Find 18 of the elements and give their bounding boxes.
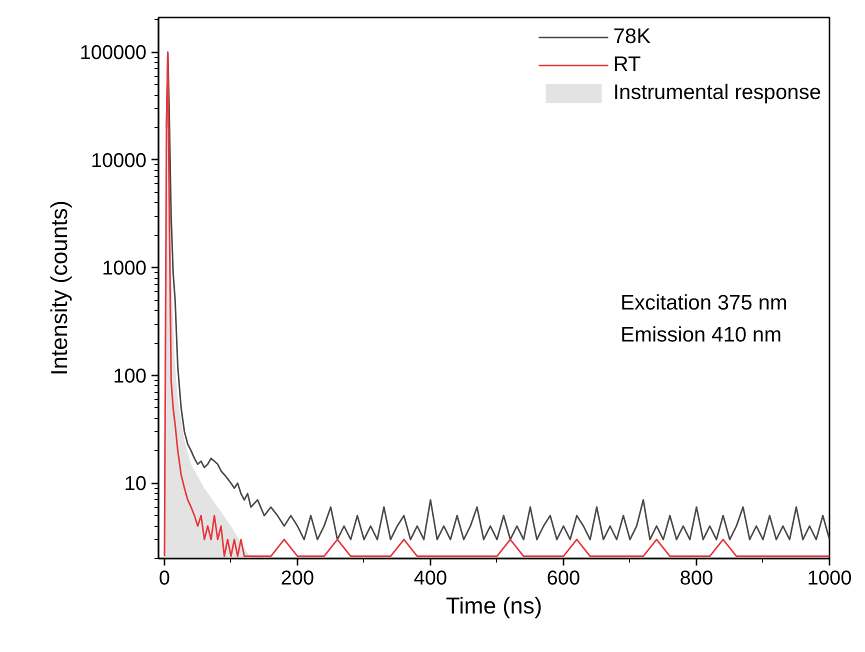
- x-tick-label: 800: [680, 568, 714, 590]
- y-tick-label: 10: [124, 473, 147, 496]
- y-tick-label: 100000: [80, 42, 147, 64]
- x-tick-label: 200: [280, 568, 314, 590]
- legend-label: Instrumental response: [613, 81, 821, 105]
- y-axis-title: Intensity (counts): [46, 200, 72, 376]
- annotation: Excitation 375 nm: [620, 292, 788, 314]
- y-tick-label: 10000: [90, 150, 147, 172]
- annotation: Emission 410 nm: [620, 324, 782, 346]
- legend-label: 78K: [613, 25, 651, 49]
- legend-label: RT: [613, 53, 641, 77]
- x-tick-label: 600: [546, 568, 580, 590]
- x-tick-label: 1000: [807, 568, 852, 590]
- y-tick-label: 1000: [102, 258, 147, 280]
- x-tick-label: 400: [414, 568, 448, 590]
- x-tick-label: 0: [158, 568, 170, 590]
- y-tick-label: 100: [113, 365, 147, 388]
- x-axis-title: Time (ns): [446, 592, 542, 618]
